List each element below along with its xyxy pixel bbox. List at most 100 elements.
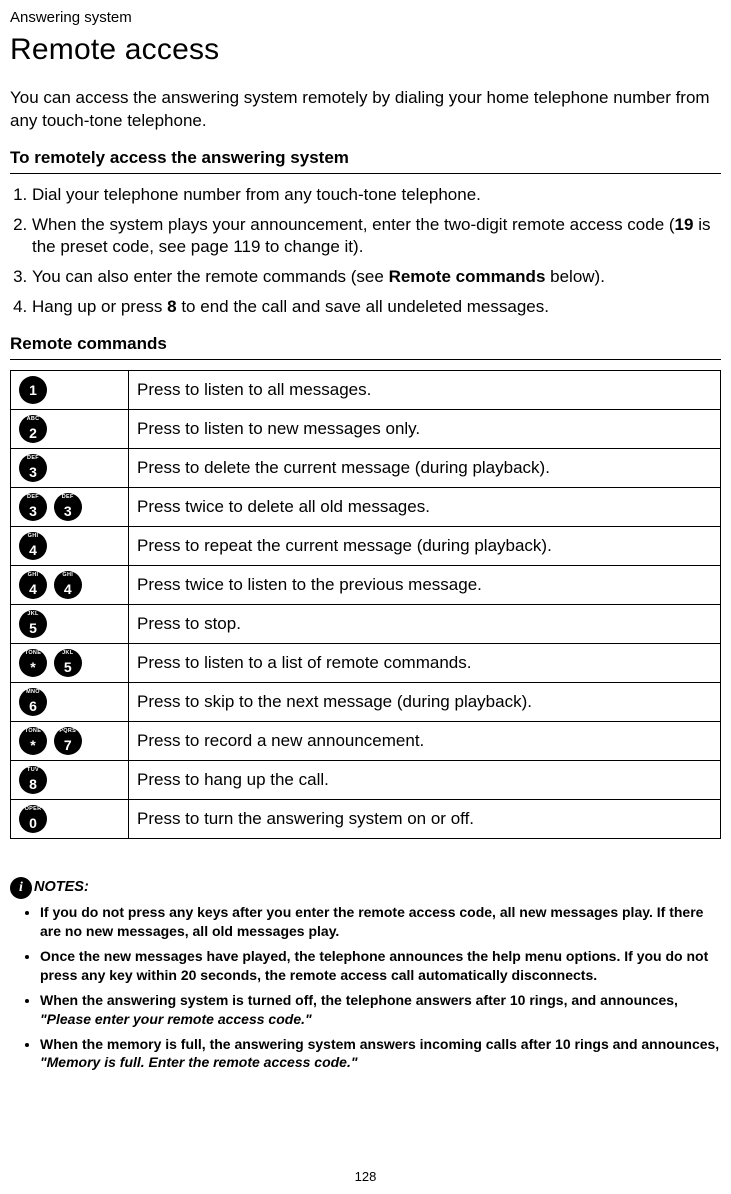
table-row: DEF 3 Press to delete the current message…: [11, 449, 721, 488]
key-star-icon: TONE*: [19, 727, 47, 755]
note-quote: "Memory is full. Enter the remote access…: [40, 1054, 358, 1070]
table-row: OPER 0 Press to turn the answering system…: [11, 800, 721, 839]
key-num: 1: [19, 383, 47, 397]
key-7-icon: PQRS 7: [54, 727, 82, 755]
key-num: 4: [19, 582, 47, 596]
cmd-key-cell: MNO 6: [11, 683, 129, 722]
cmd-desc: Press to repeat the current message (dur…: [129, 527, 721, 566]
key-num: 8: [19, 777, 47, 791]
key-sup: ABC: [19, 417, 47, 423]
cmd-desc: Press to listen to a list of remote comm…: [129, 644, 721, 683]
cmd-desc: Press to delete the current message (dur…: [129, 449, 721, 488]
cmd-desc: Press twice to delete all old messages.: [129, 488, 721, 527]
cmd-desc: Press to hang up the call.: [129, 761, 721, 800]
key-sup: JKL: [54, 651, 82, 657]
table-row: MNO 6 Press to skip to the next message (…: [11, 683, 721, 722]
key-num: *: [19, 738, 47, 752]
key-sup: DEF: [19, 456, 47, 462]
cmd-key-cell: TUV 8: [11, 761, 129, 800]
notes-heading: i NOTES:: [10, 877, 721, 899]
key-num: 5: [54, 660, 82, 674]
table-row: TONE* PQRS 7 Press to record a new announ…: [11, 722, 721, 761]
table-row: JKL 5 Press to stop.: [11, 605, 721, 644]
key-num: 6: [19, 699, 47, 713]
step-3-a: You can also enter the remote commands (…: [32, 267, 389, 286]
key-sup: TONE: [19, 651, 47, 657]
info-icon: i: [10, 877, 32, 899]
cmd-key-cell: DEF3 DEF3: [11, 488, 129, 527]
key-num: 5: [19, 621, 47, 635]
key-num: 3: [19, 504, 47, 518]
key-1-icon: 1: [19, 376, 47, 404]
step-1: Dial your telephone number from any touc…: [32, 184, 721, 207]
cmd-key-cell: DEF 3: [11, 449, 129, 488]
key-4-icon: GHI 4: [19, 532, 47, 560]
key-3-icon: DEF 3: [54, 493, 82, 521]
page-category: Answering system: [10, 8, 721, 28]
key-num: 7: [54, 738, 82, 752]
cmd-key-cell: JKL 5: [11, 605, 129, 644]
key-5-icon: JKL 5: [19, 610, 47, 638]
note-item: When the memory is full, the answering s…: [40, 1035, 721, 1073]
table-row: ABC2 Press to listen to new messages onl…: [11, 410, 721, 449]
table-row: DEF3 DEF3 Press twice to delete all old …: [11, 488, 721, 527]
key-sup: GHI: [54, 573, 82, 579]
note-item: When the answering system is turned off,…: [40, 991, 721, 1029]
cmd-desc: Press to record a new announcement.: [129, 722, 721, 761]
cmd-key-cell: GHI4 GHI4: [11, 566, 129, 605]
key-num: 4: [54, 582, 82, 596]
intro-text: You can access the answering system remo…: [10, 87, 721, 133]
steps-list: Dial your telephone number from any touc…: [10, 184, 721, 320]
key-sup: GHI: [19, 534, 47, 540]
key-3-icon: DEF3: [19, 493, 47, 521]
step-4-c: to end the call and save all undeleted m…: [177, 297, 549, 316]
note-item: Once the new messages have played, the t…: [40, 947, 721, 985]
cmd-key-cell: OPER 0: [11, 800, 129, 839]
table-row: GHI 4 Press to repeat the current message…: [11, 527, 721, 566]
step-4-key: 8: [167, 297, 176, 316]
key-2-icon: ABC2: [19, 415, 47, 443]
cmd-desc: Press to turn the answering system on or…: [129, 800, 721, 839]
step-2: When the system plays your announcement,…: [32, 214, 721, 260]
key-0-icon: OPER 0: [19, 805, 47, 833]
table-row: 1 Press to listen to all messages.: [11, 371, 721, 410]
table-row: TUV 8 Press to hang up the call.: [11, 761, 721, 800]
notes-list: If you do not press any keys after you e…: [10, 903, 721, 1072]
page-number: 128: [0, 1168, 731, 1186]
key-num: 3: [19, 465, 47, 479]
note-item: If you do not press any keys after you e…: [40, 903, 721, 941]
step-4: Hang up or press 8 to end the call and s…: [32, 296, 721, 319]
key-sup: MNO: [19, 690, 47, 696]
key-sup: TUV: [19, 768, 47, 774]
key-sup: PQRS: [54, 729, 82, 735]
cmd-desc: Press to stop.: [129, 605, 721, 644]
key-4-icon: GHI4: [19, 571, 47, 599]
section-heading-commands: Remote commands: [10, 333, 721, 360]
key-sup: OPER: [19, 807, 47, 813]
step-4-a: Hang up or press: [32, 297, 167, 316]
key-num: 3: [54, 504, 82, 518]
page-title: Remote access: [10, 30, 721, 71]
table-row: TONE* JKL5 Press to listen to a list of …: [11, 644, 721, 683]
key-sup: DEF: [54, 495, 82, 501]
cmd-key-cell: GHI 4: [11, 527, 129, 566]
key-3-icon: DEF 3: [19, 454, 47, 482]
key-num: 4: [19, 543, 47, 557]
remote-commands-table: 1 Press to listen to all messages. ABC2 …: [10, 370, 721, 839]
step-3: You can also enter the remote commands (…: [32, 266, 721, 289]
key-num: 0: [19, 816, 47, 830]
cmd-desc: Press to skip to the next message (durin…: [129, 683, 721, 722]
notes-label: NOTES:: [34, 878, 89, 898]
table-row: GHI4 GHI4 Press twice to listen to the p…: [11, 566, 721, 605]
step-3-c: below).: [545, 267, 605, 286]
section-heading-access: To remotely access the answering system: [10, 147, 721, 174]
key-5-icon: JKL 5: [54, 649, 82, 677]
note-text: When the memory is full, the answering s…: [40, 1036, 719, 1052]
cmd-key-cell: TONE* JKL5: [11, 644, 129, 683]
key-8-icon: TUV 8: [19, 766, 47, 794]
key-sup: JKL: [19, 612, 47, 618]
cmd-desc: Press to listen to new messages only.: [129, 410, 721, 449]
key-4-icon: GHI 4: [54, 571, 82, 599]
step-2-a: When the system plays your announcement,…: [32, 215, 675, 234]
cmd-key-cell: ABC2: [11, 410, 129, 449]
